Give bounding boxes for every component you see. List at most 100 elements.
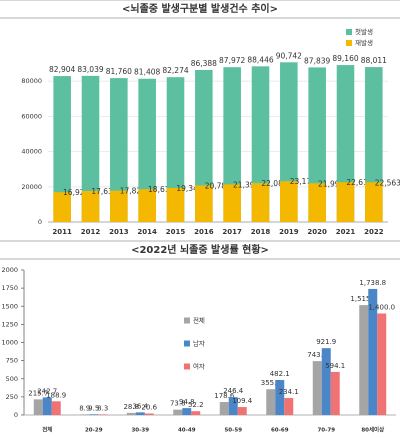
bar <box>81 75 100 223</box>
bar <box>42 397 52 415</box>
value-label: 21,396 <box>233 180 259 189</box>
bar <box>33 399 43 415</box>
value-label: 109.4 <box>232 397 253 405</box>
y-tick-label: 1750 <box>1 284 18 292</box>
x-tick-label: 2011 <box>52 228 72 236</box>
bar <box>195 185 213 222</box>
bar <box>336 182 355 222</box>
value-label: 17,826 <box>120 187 146 196</box>
bar <box>173 409 183 415</box>
bar <box>182 408 192 415</box>
legend-label: 첫발생 <box>355 27 373 36</box>
legend-swatch <box>183 363 190 370</box>
bar <box>51 401 61 415</box>
y-tick-label: 250 <box>6 393 18 401</box>
bar <box>312 361 322 415</box>
value-label: 81,408 <box>134 68 160 77</box>
bar <box>368 288 378 415</box>
value-label: 20,786 <box>205 181 231 190</box>
y-tick-label: 500 <box>6 375 18 383</box>
value-label: 83,039 <box>77 65 103 74</box>
legend-label: 재발생 <box>355 38 373 47</box>
value-label: 18,616 <box>148 185 174 194</box>
value-label: 8.9 <box>79 404 90 412</box>
x-tick-label: 2012 <box>81 228 101 236</box>
value-label: 81,760 <box>106 67 132 76</box>
value-label: 22,563 <box>375 178 400 187</box>
chart-title: <2022년 뇌졸중 발생률 현황> <box>131 243 269 256</box>
bar <box>166 77 185 223</box>
bar <box>251 183 270 222</box>
value-label: 36.4 <box>132 402 148 410</box>
value-label: 178.6 <box>214 392 235 400</box>
bar <box>359 305 369 415</box>
bar <box>377 313 387 415</box>
value-label: 88,011 <box>361 56 387 65</box>
legend-swatch <box>346 29 352 35</box>
x-tick-label: 2018 <box>251 228 271 236</box>
bar <box>81 190 100 222</box>
legend-swatch <box>346 40 352 46</box>
x-tick-label: 2020 <box>307 228 327 236</box>
value-label: 17,636 <box>91 187 117 196</box>
bar <box>144 413 154 415</box>
chart-title: <뇌졸중 발생구분별 발생건수 추이> <box>122 2 278 15</box>
value-label: 19,346 <box>176 184 202 193</box>
value-label: 8.3 <box>97 404 108 412</box>
bar <box>126 412 136 415</box>
x-tick-label: 30-39 <box>131 428 149 434</box>
value-label: 88,446 <box>247 55 273 64</box>
value-label: 90,742 <box>276 51 302 60</box>
legend-swatch <box>183 317 190 324</box>
value-label: 16,924 <box>63 188 89 197</box>
value-label: 234.1 <box>279 388 299 396</box>
bar <box>166 187 185 222</box>
value-label: 921.9 <box>316 338 336 346</box>
bar <box>135 412 145 415</box>
y-tick-label: 1250 <box>1 320 18 328</box>
y-tick-label: 1500 <box>1 302 18 310</box>
x-tick-label: 전체 <box>42 426 52 434</box>
x-tick-label: 60-69 <box>271 428 289 434</box>
bar <box>80 414 90 415</box>
x-tick-label: 2016 <box>194 228 214 236</box>
y-tick-label: 60000 <box>21 112 42 120</box>
bar <box>110 78 128 222</box>
bar <box>275 380 285 415</box>
bar <box>223 67 241 222</box>
value-label: 22,616 <box>346 178 372 187</box>
value-label: 94.8 <box>179 398 195 406</box>
bar <box>138 78 156 222</box>
bar <box>280 181 298 222</box>
bar <box>251 66 270 222</box>
value-label: 82,274 <box>162 66 188 75</box>
bar <box>191 411 201 415</box>
value-label: 82,904 <box>49 65 75 74</box>
bar <box>53 192 71 222</box>
bar <box>228 397 238 415</box>
value-label: 355.7 <box>261 379 281 387</box>
bar <box>98 414 108 415</box>
legend-label: 전체 <box>193 316 205 325</box>
value-label: 28.8 <box>123 403 139 411</box>
value-label: 1,400.0 <box>368 304 395 312</box>
bar <box>53 76 71 222</box>
bar <box>237 407 247 415</box>
value-label: 20.6 <box>141 404 157 412</box>
bar <box>266 389 276 415</box>
value-label: 87,972 <box>219 56 245 65</box>
value-label: 22,086 <box>261 179 287 188</box>
value-label: 743.2 <box>307 351 327 359</box>
y-tick-label: 1000 <box>1 339 18 347</box>
x-tick-label: 80세이상 <box>361 426 384 434</box>
legend-swatch <box>183 340 190 347</box>
bar <box>308 183 326 222</box>
bar <box>89 414 99 415</box>
x-tick-label: 2015 <box>166 228 186 236</box>
y-tick-label: 0 <box>14 411 18 419</box>
y-tick-label: 0 <box>38 218 42 226</box>
x-tick-label: 40-49 <box>178 428 196 434</box>
value-label: 1,738.8 <box>359 279 386 287</box>
legend-label: 남자 <box>193 339 205 348</box>
x-tick-label: 2013 <box>109 228 129 236</box>
